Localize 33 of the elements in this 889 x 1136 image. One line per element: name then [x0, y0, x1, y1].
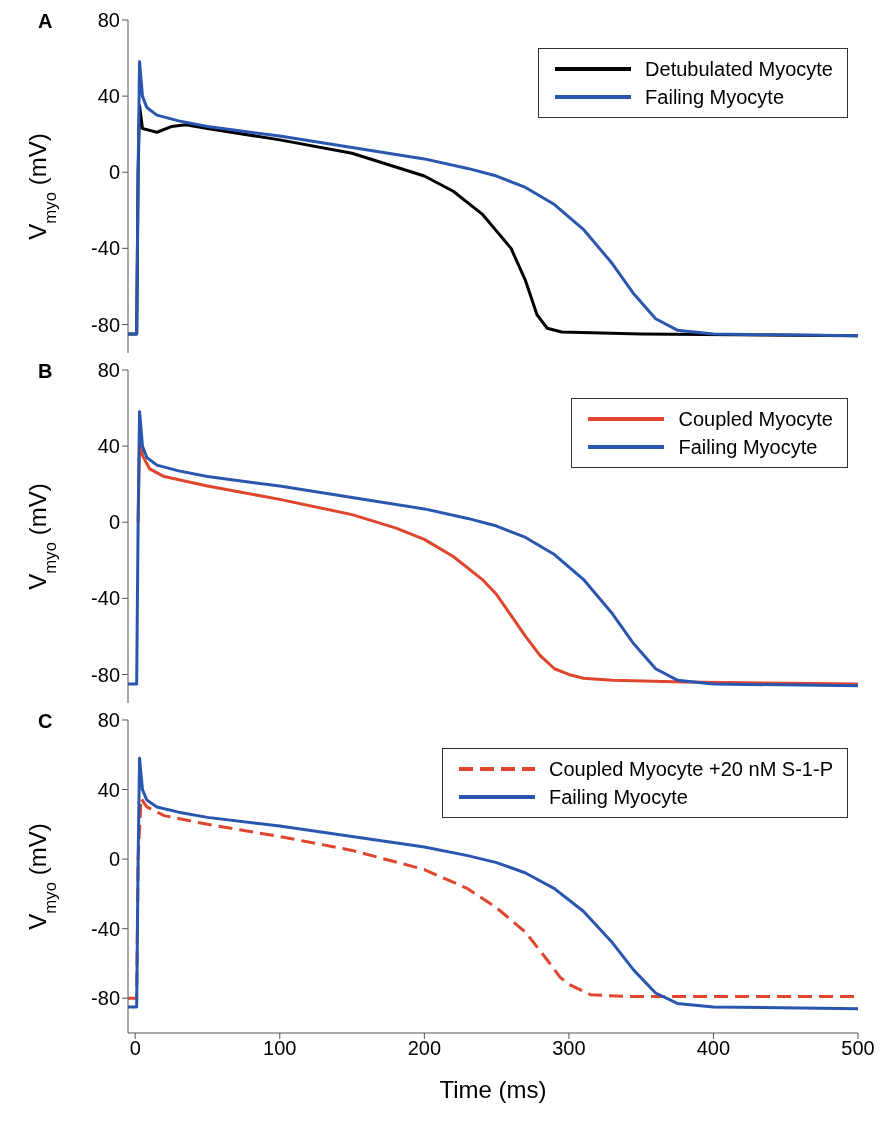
y-tick-label: 40 — [97, 778, 120, 801]
x-tick-label: 500 — [841, 1037, 875, 1060]
y-tick-label: -80 — [91, 987, 120, 1010]
legend-label: Coupled Myocyte — [678, 407, 833, 431]
x-tick-label: 300 — [552, 1037, 586, 1060]
y-tick-label: -40 — [91, 917, 120, 940]
x-tick-label: 0 — [129, 1037, 141, 1060]
y-tick-label: -80 — [91, 313, 120, 336]
legend-label: Failing Myocyte — [548, 785, 688, 809]
x-axis-title: Time (ms) — [439, 1076, 547, 1103]
y-tick-label: 80 — [97, 9, 120, 32]
x-tick-label: 400 — [696, 1037, 731, 1060]
x-tick-label: 200 — [407, 1037, 442, 1060]
chart-title: C — [38, 710, 53, 733]
y-tick-label: 0 — [108, 511, 120, 534]
line-series — [128, 60, 858, 338]
legend-label: Coupled Myocyte +20 nM S-1-P — [548, 757, 833, 781]
y-tick-label: 0 — [108, 161, 120, 184]
y-tick-label: -40 — [91, 587, 120, 610]
legend-label: Detubulated Myocyte — [645, 57, 833, 81]
x-tick-label: 100 — [263, 1037, 297, 1060]
chart-title: B — [38, 360, 53, 383]
y-tick-label: -40 — [91, 237, 120, 260]
y-tick-label: 0 — [108, 848, 120, 871]
y-tick-label: 80 — [97, 359, 120, 382]
line-series — [128, 756, 858, 1011]
legend-label: Failing Myocyte — [645, 85, 785, 109]
y-tick-label: 40 — [97, 85, 120, 108]
chart-title: A — [38, 10, 53, 33]
y-tick-label: 40 — [97, 435, 120, 458]
legend-label: Failing Myocyte — [678, 435, 818, 459]
y-tick-label: 80 — [97, 709, 120, 732]
y-tick-label: -80 — [91, 663, 120, 686]
